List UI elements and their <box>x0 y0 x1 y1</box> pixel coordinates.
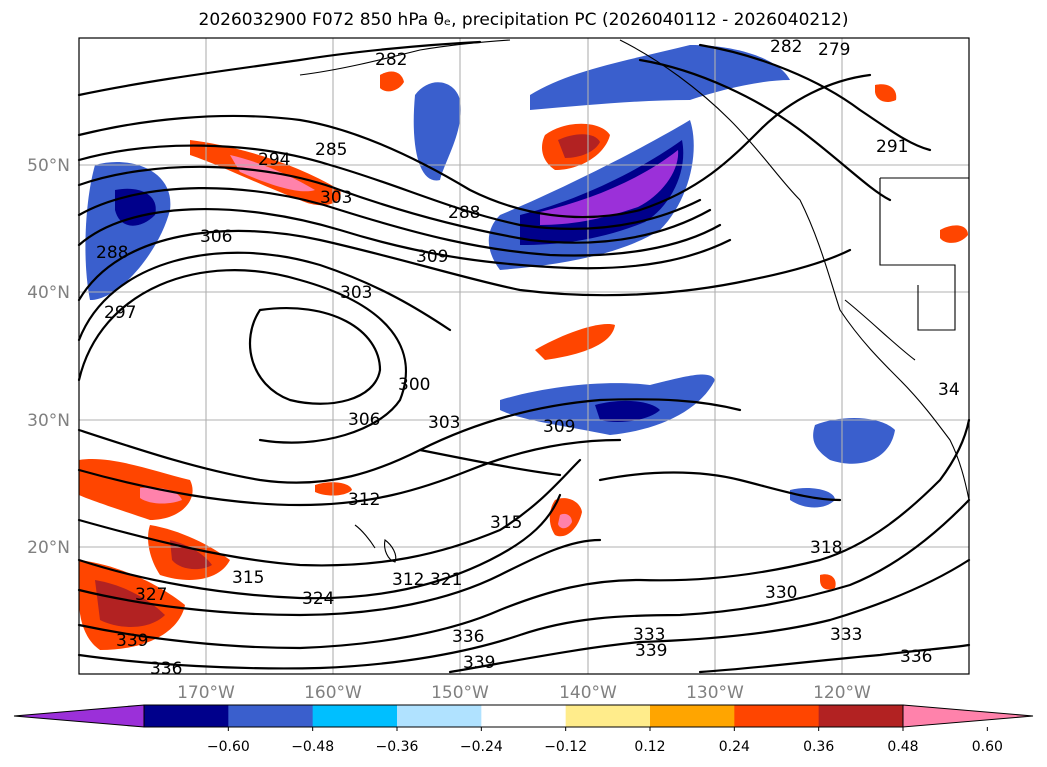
contour-label: 282 <box>375 50 407 70</box>
contour-label: 339 <box>116 631 148 651</box>
theta-e-contours <box>77 40 971 674</box>
contour-label: 288 <box>448 203 480 223</box>
contour-label: 282 <box>770 37 802 57</box>
lon-tick-labels: 170°W 160°W 150°W 140°W 130°W 120°W <box>177 683 871 703</box>
contour-label: 291 <box>876 137 908 157</box>
lon-tick-label: 130°W <box>686 683 744 703</box>
colorbar-swatch <box>818 705 904 727</box>
colorbar-swatch <box>397 705 482 727</box>
colorbar-swatch <box>481 705 567 727</box>
contour-label: 309 <box>416 247 448 267</box>
contour-label: 285 <box>315 140 347 160</box>
colorbar-swatch <box>144 705 229 727</box>
colorbar-swatch <box>312 705 398 727</box>
contour-label: 315 <box>490 513 522 533</box>
lon-tick-label: 170°W <box>177 683 235 703</box>
colorbar-tick-label: 0.12 <box>634 739 665 755</box>
contour-label: 279 <box>818 40 850 60</box>
contour-label: 324 <box>302 589 334 609</box>
lon-tick-label: 150°W <box>431 683 489 703</box>
colorbar: −0.60 −0.48 −0.36 −0.24 −0.12 0.12 0.24 0.36 0.4… <box>13 704 1034 755</box>
colorbar-extend-high <box>902 704 1034 728</box>
lon-tick-label: 140°W <box>559 683 617 703</box>
contour-label: 333 <box>830 625 862 645</box>
lat-tick-label: 20°N <box>27 538 70 558</box>
map-frame <box>78 37 970 675</box>
colorbar-swatch <box>228 705 314 727</box>
contour-label: 318 <box>810 538 842 558</box>
lon-tick-label: 160°W <box>304 683 362 703</box>
colorbar-tick-label: −0.36 <box>376 739 419 755</box>
colorbar-swatch <box>734 705 820 727</box>
lon-tick-label: 120°W <box>813 683 871 703</box>
colorbar-swatch <box>650 705 735 727</box>
colorbar-tick-label: −0.60 <box>207 739 250 755</box>
contour-label: 339 <box>463 653 495 673</box>
map-title: 2026032900 F072 850 hPa θₑ, precipitatio… <box>198 10 849 30</box>
contour-label: 312 <box>348 490 380 510</box>
contour-label: 306 <box>348 410 380 430</box>
contour-label: 300 <box>398 375 430 395</box>
colorbar-tick-label: 0.24 <box>719 739 750 755</box>
graticule <box>79 38 969 674</box>
contour-label: 330 <box>765 583 797 603</box>
contour-label: 306 <box>200 227 232 247</box>
colorbar-tick-label: −0.12 <box>544 739 587 755</box>
contour-label: 321 <box>430 570 462 590</box>
contour-label: 336 <box>900 647 932 667</box>
colorbar-tick-label: −0.48 <box>291 739 334 755</box>
contour-label: 297 <box>104 303 136 323</box>
lat-tick-label: 30°N <box>27 411 70 431</box>
contour-label: 333 <box>633 625 665 645</box>
contour-label: 294 <box>258 150 290 170</box>
colorbar-frame <box>143 704 904 728</box>
colorbar-tick-label: 0.48 <box>887 739 918 755</box>
lat-tick-label: 40°N <box>27 283 70 303</box>
contour-label: 303 <box>428 413 460 433</box>
contour-label: 336 <box>452 627 484 647</box>
contour-label: 303 <box>340 283 372 303</box>
colorbar-tick-label: 0.36 <box>803 739 834 755</box>
map-panel: 285 294 303 306 288 309 303 300 306 303 … <box>77 37 971 679</box>
contour-label: 336 <box>150 659 182 679</box>
contour-label: 312 <box>392 570 424 590</box>
contour-label: 303 <box>320 188 352 208</box>
contour-label: 34 <box>938 380 960 400</box>
contour-label: 315 <box>232 568 264 588</box>
lat-tick-labels: 50°N 40°N 30°N 20°N <box>27 156 70 558</box>
contour-label: 288 <box>96 243 128 263</box>
contour-label: 339 <box>635 641 667 661</box>
colorbar-tick-label: 0.60 <box>972 739 1003 755</box>
contour-label: 309 <box>543 417 575 437</box>
contour-label: 327 <box>135 585 167 605</box>
colorbar-tick-label: −0.24 <box>460 739 503 755</box>
lat-tick-label: 50°N <box>27 156 70 176</box>
colorbar-extend-low <box>13 704 145 728</box>
colorbar-swatch <box>565 705 651 727</box>
